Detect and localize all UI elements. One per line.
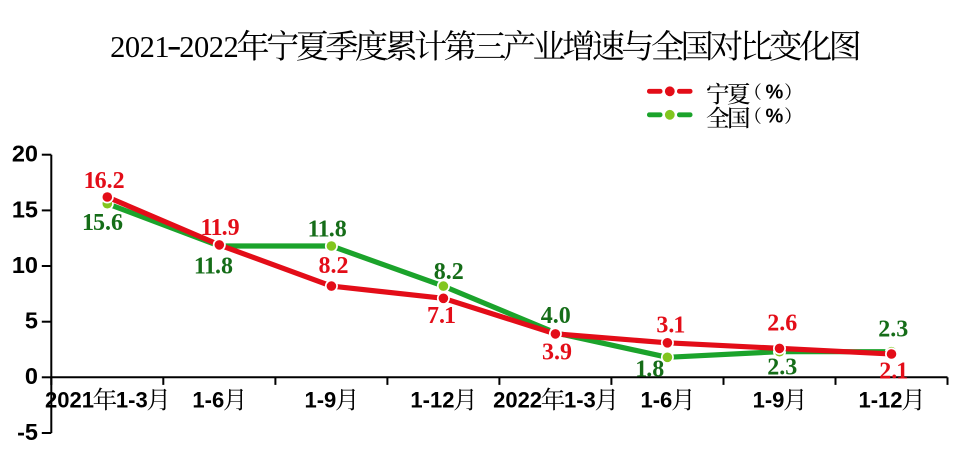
- svg-text:2022: 2022: [493, 387, 542, 412]
- svg-text:%: %: [766, 81, 784, 103]
- svg-text:1: 1: [308, 217, 320, 243]
- svg-text:6: 6: [785, 311, 797, 337]
- svg-text:10: 10: [12, 252, 38, 278]
- svg-text:.: .: [779, 311, 785, 337]
- svg-text:8: 8: [335, 217, 347, 243]
- svg-text:.: .: [890, 316, 896, 342]
- svg-text:-5: -5: [17, 419, 38, 445]
- svg-text:.: .: [779, 355, 785, 381]
- svg-text:9: 9: [228, 215, 240, 241]
- svg-text:3: 3: [896, 316, 908, 342]
- svg-text:2: 2: [767, 355, 779, 381]
- svg-text:1-6: 1-6: [641, 387, 673, 412]
- svg-text:1: 1: [84, 168, 96, 194]
- svg-text:1: 1: [673, 312, 685, 338]
- svg-text:.: .: [668, 312, 674, 338]
- svg-text:%: %: [766, 105, 784, 127]
- svg-text:8: 8: [221, 254, 233, 280]
- svg-text:5: 5: [25, 308, 38, 334]
- svg-text:4: 4: [541, 303, 553, 329]
- svg-text:2: 2: [879, 359, 891, 385]
- svg-text:1-6: 1-6: [192, 387, 224, 412]
- svg-text:.: .: [553, 303, 559, 329]
- svg-text:1-3: 1-3: [116, 387, 148, 412]
- svg-text:6: 6: [111, 210, 123, 236]
- svg-text:2: 2: [767, 311, 779, 337]
- svg-text:1-3: 1-3: [564, 387, 596, 412]
- svg-text:.: .: [891, 359, 897, 385]
- svg-text:2021: 2021: [110, 30, 169, 64]
- svg-text:1: 1: [204, 254, 216, 280]
- svg-text:15: 15: [12, 196, 38, 222]
- svg-text:2: 2: [337, 253, 349, 279]
- svg-text:.: .: [107, 168, 113, 194]
- svg-text:2022: 2022: [179, 30, 238, 64]
- svg-text:.: .: [439, 303, 445, 329]
- svg-text:1: 1: [318, 217, 330, 243]
- svg-text:1: 1: [896, 359, 908, 385]
- svg-text:.: .: [554, 340, 560, 366]
- svg-text:2: 2: [113, 168, 125, 194]
- svg-text:7: 7: [427, 303, 439, 329]
- svg-text:3: 3: [785, 355, 797, 381]
- svg-text:1: 1: [211, 215, 223, 241]
- svg-text:20: 20: [12, 141, 38, 167]
- svg-text:9: 9: [560, 340, 572, 366]
- svg-text:.: .: [329, 217, 335, 243]
- svg-text:8: 8: [434, 259, 446, 285]
- svg-text:1: 1: [201, 215, 213, 241]
- svg-text:.: .: [215, 254, 221, 280]
- svg-text:2021: 2021: [45, 387, 94, 412]
- svg-text:3: 3: [542, 340, 554, 366]
- svg-text:2: 2: [452, 259, 464, 285]
- svg-text:5: 5: [93, 210, 105, 236]
- svg-text:1-12: 1-12: [410, 387, 454, 412]
- svg-text:8: 8: [319, 253, 331, 279]
- svg-text:1: 1: [635, 357, 647, 383]
- svg-text:.: .: [222, 215, 228, 241]
- svg-text:3: 3: [656, 312, 668, 338]
- svg-text:.: .: [331, 253, 337, 279]
- svg-text:0: 0: [25, 363, 38, 389]
- svg-text:1: 1: [194, 254, 206, 280]
- svg-text:0: 0: [559, 303, 571, 329]
- svg-text:8: 8: [652, 357, 664, 383]
- svg-text:1-9: 1-9: [305, 387, 337, 412]
- svg-text:1: 1: [444, 303, 456, 329]
- svg-text:.: .: [646, 357, 652, 383]
- svg-text:1: 1: [82, 210, 94, 236]
- svg-text:1-12: 1-12: [859, 387, 903, 412]
- svg-text:.: .: [446, 259, 452, 285]
- svg-text:.: .: [105, 210, 111, 236]
- svg-text:6: 6: [95, 168, 107, 194]
- svg-text:2: 2: [878, 316, 890, 342]
- svg-text:1-9: 1-9: [753, 387, 785, 412]
